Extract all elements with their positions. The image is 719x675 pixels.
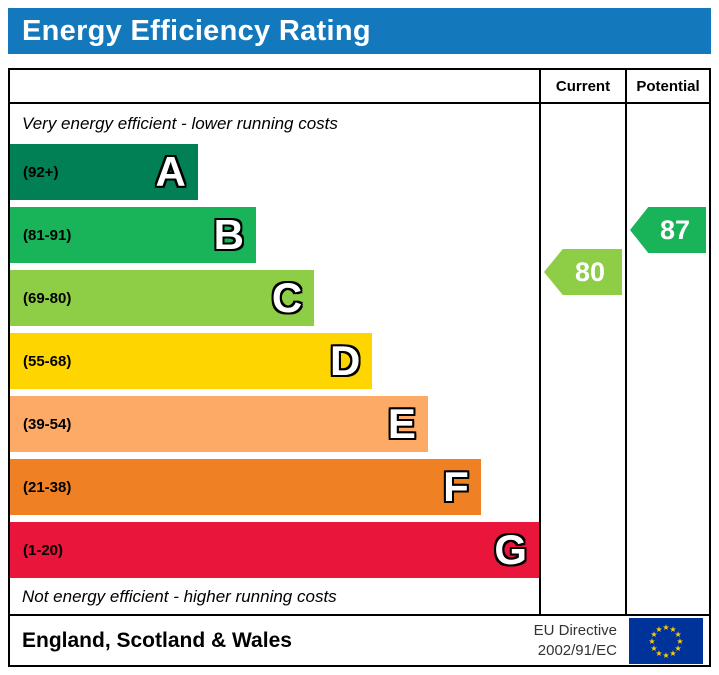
band-row-F: (21-38) F <box>10 459 539 515</box>
band-range-A: (92+) <box>23 163 59 181</box>
potential-rating-value: 87 <box>659 214 691 245</box>
band-row-D: (55-68) D <box>10 333 539 389</box>
chart-header-spacer <box>10 70 539 102</box>
svg-text:★: ★ <box>650 644 657 653</box>
band-letter-C: C <box>271 274 303 321</box>
svg-text:★: ★ <box>655 624 662 633</box>
band-range-E: (39-54) <box>23 415 72 433</box>
region-label: England, Scotland & Wales <box>22 628 292 652</box>
footer: England, Scotland & Wales EU Directive 2… <box>8 614 711 667</box>
band-letter-D: D <box>330 337 361 384</box>
band-bar-B: (81-91) B <box>10 207 256 263</box>
potential-column: 87 <box>625 104 709 614</box>
band-bar-A: (92+) A <box>10 144 198 200</box>
page-title: Energy Efficiency Rating <box>22 14 371 47</box>
current-column: 80 <box>539 104 625 614</box>
band-letter-E: E <box>387 400 416 447</box>
chart-header-row: Current Potential <box>10 70 709 104</box>
band-bar-E: (39-54) E <box>10 396 428 452</box>
bands-area: Very energy efficient - lower running co… <box>10 104 539 614</box>
svg-text:★: ★ <box>675 630 682 639</box>
band-bar-G: (1-20) G <box>10 522 539 578</box>
band-range-G: (1-20) <box>23 541 64 559</box>
svg-text:★: ★ <box>655 649 662 658</box>
potential-column-header: Potential <box>625 70 709 102</box>
band-letter-A: A <box>155 148 186 195</box>
band-row-C: (69-80) C <box>10 270 539 326</box>
chart-body: Very energy efficient - lower running co… <box>10 104 709 614</box>
band-bar-F: (21-38) F <box>10 459 481 515</box>
current-column-header: Current <box>539 70 625 102</box>
band-range-D: (55-68) <box>23 352 72 370</box>
rating-chart: Current Potential Very energy efficient … <box>8 68 711 616</box>
svg-text:★: ★ <box>650 630 657 639</box>
svg-text:★: ★ <box>676 637 683 646</box>
eu-directive-label: EU Directive 2002/91/EC <box>534 621 617 660</box>
band-letter-B: B <box>213 211 244 258</box>
band-letter-G: G <box>494 526 527 573</box>
page-title-banner: Energy Efficiency Rating <box>8 8 711 54</box>
svg-text:★: ★ <box>669 649 676 658</box>
band-bar-D: (55-68) D <box>10 333 373 389</box>
band-row-A: (92+) A <box>10 144 539 200</box>
potential-rating-pointer: 87 <box>630 207 706 253</box>
eu-directive-line1: EU Directive <box>533 622 617 639</box>
band-row-B: (81-91) B <box>10 207 539 263</box>
svg-text:★: ★ <box>662 623 669 632</box>
band-letter-F: F <box>443 463 469 510</box>
svg-text:★: ★ <box>669 624 676 633</box>
svg-text:★: ★ <box>662 651 669 660</box>
svg-text:★: ★ <box>648 637 655 646</box>
current-rating-value: 80 <box>574 256 606 287</box>
bottom-caption: Not energy efficient - higher running co… <box>22 587 337 606</box>
top-caption: Very energy efficient - lower running co… <box>22 114 338 133</box>
band-row-E: (39-54) E <box>10 396 539 452</box>
band-range-B: (81-91) <box>23 226 72 244</box>
eu-directive-line2: 2002/91/EC <box>537 641 617 659</box>
band-range-F: (21-38) <box>23 478 72 496</box>
eu-flag-icon: ★ ★★★★★★★★★★★ <box>629 617 703 664</box>
bands: (92+) A (81-91) B (69-80) C (55-68) D (39-54) E (2… <box>10 144 539 578</box>
svg-text:★: ★ <box>675 644 682 653</box>
eu-flag-field <box>629 617 703 664</box>
band-row-G: (1-20) G <box>10 522 539 578</box>
band-range-C: (69-80) <box>23 289 72 307</box>
current-rating-pointer: 80 <box>544 249 622 295</box>
band-bar-C: (69-80) C <box>10 270 315 326</box>
